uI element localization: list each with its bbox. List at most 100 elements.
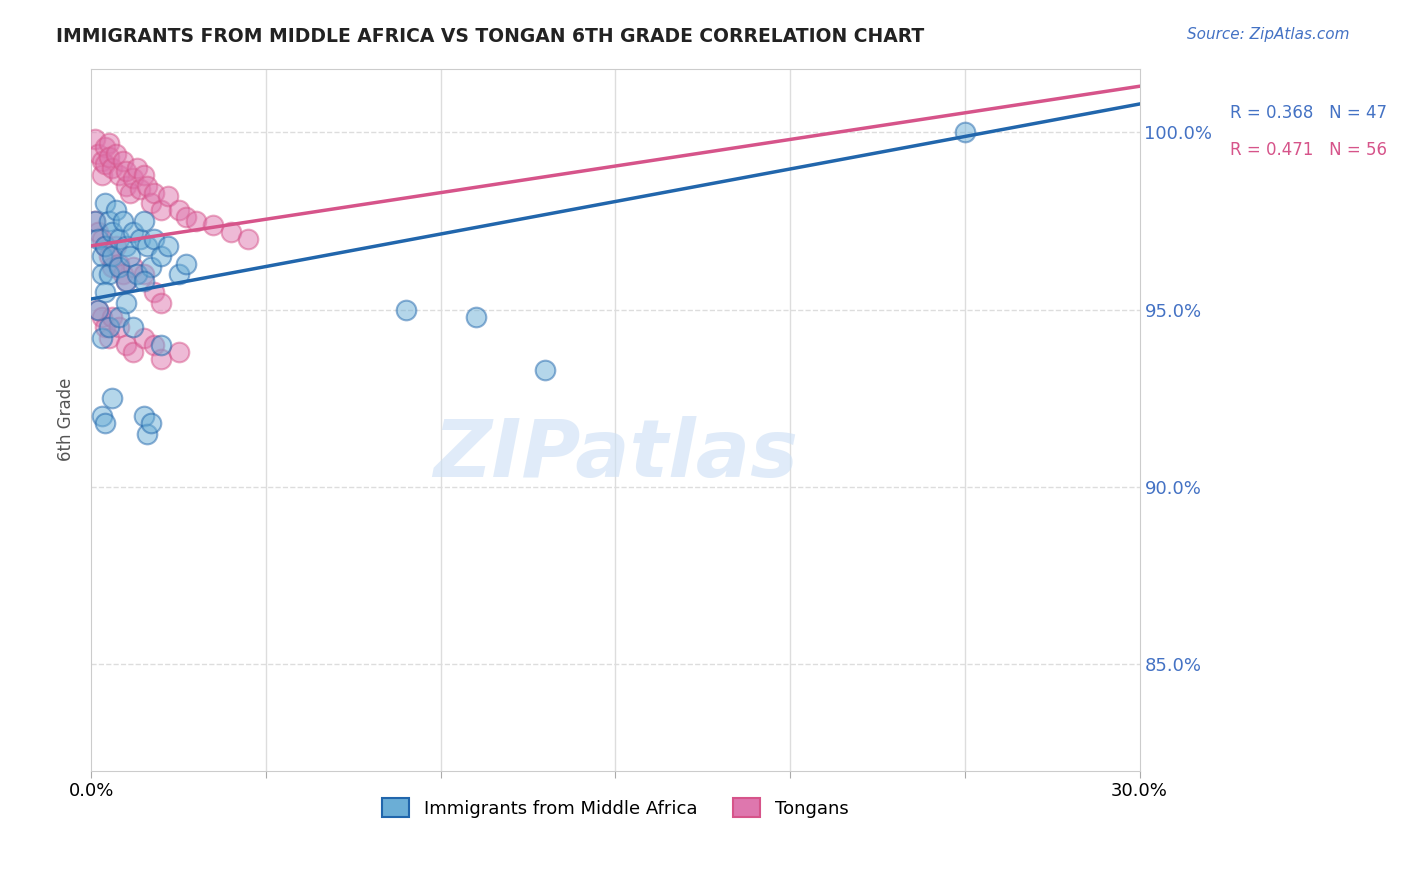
Point — [157, 189, 180, 203]
Point — [136, 426, 159, 441]
Point — [97, 320, 120, 334]
Point — [139, 260, 162, 274]
Point — [129, 182, 152, 196]
Point — [118, 186, 141, 200]
Point — [132, 331, 155, 345]
Point — [167, 203, 190, 218]
Point — [122, 260, 145, 274]
Y-axis label: 6th Grade: 6th Grade — [58, 378, 75, 461]
Point — [150, 250, 173, 264]
Point — [83, 214, 105, 228]
Text: R = 0.368   N = 47: R = 0.368 N = 47 — [1230, 104, 1388, 122]
Legend: Immigrants from Middle Africa, Tongans: Immigrants from Middle Africa, Tongans — [375, 791, 856, 825]
Point — [87, 225, 110, 239]
Point — [167, 345, 190, 359]
Text: R = 0.471   N = 56: R = 0.471 N = 56 — [1230, 141, 1388, 159]
Point — [111, 267, 134, 281]
Point — [94, 239, 117, 253]
Point — [143, 285, 166, 299]
Point — [94, 320, 117, 334]
Point — [464, 310, 486, 324]
Point — [174, 211, 197, 225]
Point — [115, 274, 138, 288]
Point — [108, 310, 131, 324]
Point — [97, 331, 120, 345]
Point — [115, 164, 138, 178]
Point — [94, 196, 117, 211]
Point — [136, 239, 159, 253]
Point — [90, 153, 112, 168]
Point — [139, 416, 162, 430]
Point — [111, 214, 134, 228]
Point — [129, 232, 152, 246]
Point — [125, 161, 148, 175]
Point — [104, 239, 127, 253]
Point — [101, 225, 124, 239]
Point — [94, 285, 117, 299]
Point — [90, 310, 112, 324]
Point — [115, 295, 138, 310]
Point — [83, 132, 105, 146]
Point — [101, 392, 124, 406]
Point — [157, 239, 180, 253]
Point — [87, 232, 110, 246]
Point — [118, 250, 141, 264]
Text: ZIPatlas: ZIPatlas — [433, 416, 797, 493]
Point — [90, 232, 112, 246]
Point — [101, 310, 124, 324]
Point — [104, 146, 127, 161]
Bar — [1167, 90, 1406, 175]
Point — [97, 150, 120, 164]
Point — [101, 260, 124, 274]
Point — [184, 214, 207, 228]
Point — [108, 320, 131, 334]
Point — [101, 161, 124, 175]
Point — [143, 186, 166, 200]
Point — [94, 416, 117, 430]
Point — [108, 260, 131, 274]
Point — [97, 136, 120, 150]
Point — [122, 225, 145, 239]
Point — [122, 171, 145, 186]
Point — [132, 214, 155, 228]
Point — [108, 256, 131, 270]
Point — [953, 125, 976, 139]
Point — [111, 153, 134, 168]
Point — [132, 409, 155, 423]
Text: IMMIGRANTS FROM MIDDLE AFRICA VS TONGAN 6TH GRADE CORRELATION CHART: IMMIGRANTS FROM MIDDLE AFRICA VS TONGAN … — [56, 27, 925, 45]
Point — [150, 352, 173, 367]
Point — [150, 338, 173, 352]
Point — [115, 274, 138, 288]
Point — [174, 256, 197, 270]
Point — [143, 338, 166, 352]
Point — [115, 178, 138, 193]
Point — [238, 232, 260, 246]
Point — [395, 302, 418, 317]
Point — [94, 157, 117, 171]
Point — [90, 331, 112, 345]
Point — [87, 146, 110, 161]
Point — [94, 239, 117, 253]
Point — [94, 139, 117, 153]
Point — [101, 250, 124, 264]
Point — [150, 295, 173, 310]
Point — [108, 168, 131, 182]
Point — [202, 218, 225, 232]
Point — [219, 225, 242, 239]
Point — [136, 178, 159, 193]
Point — [97, 214, 120, 228]
Point — [132, 274, 155, 288]
Point — [125, 267, 148, 281]
Text: Source: ZipAtlas.com: Source: ZipAtlas.com — [1187, 27, 1350, 42]
Point — [122, 320, 145, 334]
Point — [122, 345, 145, 359]
Point — [143, 232, 166, 246]
Point — [90, 250, 112, 264]
Point — [83, 214, 105, 228]
Point — [90, 168, 112, 182]
Point — [139, 196, 162, 211]
Point — [97, 250, 120, 264]
Point — [104, 203, 127, 218]
Point — [108, 232, 131, 246]
Point — [90, 267, 112, 281]
